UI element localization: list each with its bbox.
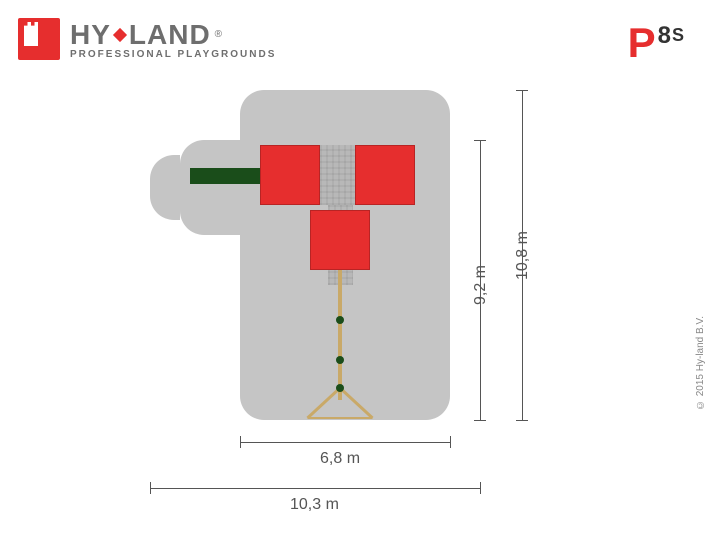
model-code: P 8 S — [628, 22, 684, 64]
model-suffix: S — [672, 25, 684, 46]
trademark: ® — [215, 29, 223, 40]
brand-header: HY LAND ® PROFESSIONAL PLAYGROUNDS — [18, 18, 276, 60]
brand-text: HY LAND ® PROFESSIONAL PLAYGROUNDS — [70, 19, 276, 60]
brand-tagline: PROFESSIONAL PLAYGROUNDS — [70, 49, 276, 60]
copyright-text: © 2015 Hy-land B.V. — [695, 316, 706, 410]
diamond-icon — [113, 27, 127, 41]
model-letter: P — [628, 22, 656, 64]
plan-canvas — [150, 90, 550, 490]
logo-icon — [18, 18, 60, 60]
brand-word-a: HY — [70, 19, 111, 51]
brand-word-b: LAND — [129, 19, 211, 51]
model-number: 8 — [658, 22, 671, 50]
